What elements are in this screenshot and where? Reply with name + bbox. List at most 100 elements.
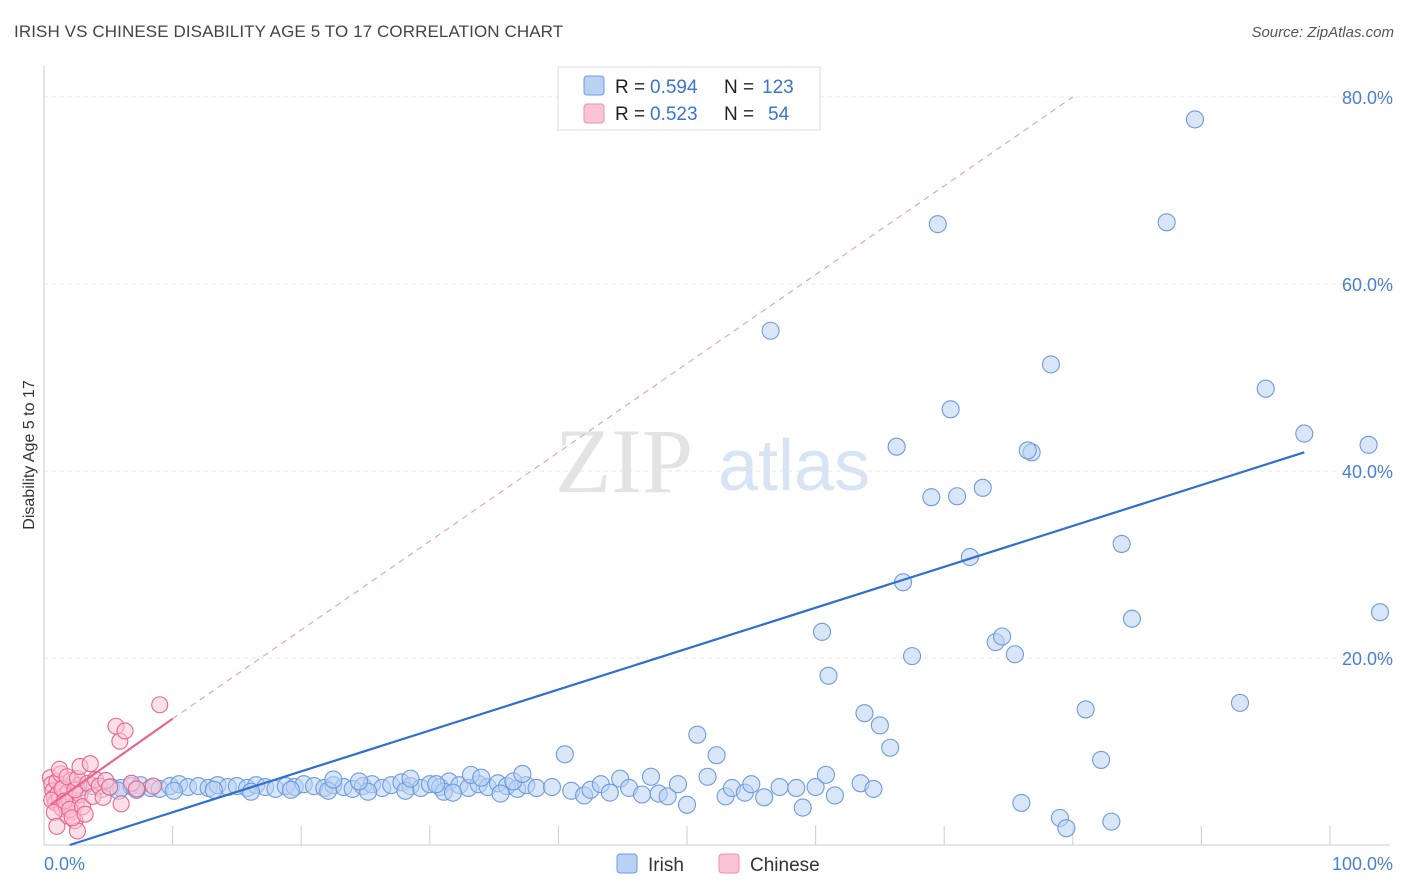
x-tick-label-1: 100.0% xyxy=(1332,854,1393,874)
legend-r-label-irish: R = xyxy=(615,77,650,98)
bottom-legend-label-irish: Irish xyxy=(648,855,684,876)
irish-point-69 xyxy=(513,764,532,783)
irish-point-134 xyxy=(1295,424,1314,443)
irish-point-129 xyxy=(761,321,780,340)
legend-r-label-chinese: R = xyxy=(615,104,650,125)
irish-point-107 xyxy=(902,647,922,666)
irish-point-80 xyxy=(641,767,661,786)
legend-n-value-irish: 123 xyxy=(762,77,794,98)
irish-point-102 xyxy=(819,666,838,685)
bottom-legend-label-chinese: Chinese xyxy=(750,855,820,876)
irish-point-123 xyxy=(1092,750,1111,769)
y-tick-label-0: 20.0% xyxy=(1342,649,1393,669)
bottom-legend-swatch-irish xyxy=(616,853,638,874)
series-legend: Irish Chinese xyxy=(616,853,820,876)
source-credit: Source: ZipAtlas.com xyxy=(1251,24,1394,41)
irish-point-130 xyxy=(1018,441,1037,460)
irish-point-64 xyxy=(443,783,462,802)
chinese-point-52 xyxy=(144,777,162,795)
irish-point-97 xyxy=(816,765,835,784)
irish-point-84 xyxy=(677,795,697,814)
irish-point-108 xyxy=(922,488,941,507)
irish-point-128 xyxy=(1185,110,1205,129)
chinese-point-39 xyxy=(81,755,99,773)
x-tick-label-0: 0.0% xyxy=(44,854,85,874)
irish-point-100 xyxy=(864,779,883,798)
irish-point-98 xyxy=(825,786,844,805)
irish-point-113 xyxy=(973,478,992,497)
irish-point-136 xyxy=(1370,603,1390,622)
y-tick-label-3: 80.0% xyxy=(1342,88,1393,108)
irish-point-94 xyxy=(787,778,806,798)
irish-point-62 xyxy=(401,769,420,788)
trend-line-chinese-extended xyxy=(172,96,1074,720)
irish-point-121 xyxy=(1057,819,1076,838)
irish-point-101 xyxy=(812,622,832,641)
irish-point-93 xyxy=(770,777,789,797)
legend-r-value-chinese: 0.523 xyxy=(650,104,698,125)
irish-point-60 xyxy=(324,770,343,789)
irish-point-132 xyxy=(1230,693,1250,712)
irish-point-86 xyxy=(698,767,717,786)
irish-point-91 xyxy=(742,775,761,794)
irish-point-103 xyxy=(855,704,874,723)
irish-point-87 xyxy=(707,746,726,765)
irish-point-83 xyxy=(668,775,688,794)
grid-lines xyxy=(44,96,1390,845)
irish-point-104 xyxy=(870,716,889,735)
irish-point-63 xyxy=(427,775,446,794)
irish-point-54 xyxy=(241,782,261,801)
chart-title: IRISH VS CHINESE DISABILITY AGE 5 TO 17 … xyxy=(14,22,564,41)
series-chinese xyxy=(41,696,169,840)
irish-point-82 xyxy=(658,787,677,806)
irish-point-126 xyxy=(1122,609,1142,628)
irish-point-109 xyxy=(928,215,947,234)
irish-point-124 xyxy=(1102,812,1121,831)
legend-r-value-irish: 0.594 xyxy=(650,77,698,98)
irish-point-96 xyxy=(806,777,825,797)
trend-lines xyxy=(49,96,1305,847)
irish-point-79 xyxy=(632,785,652,804)
irish-point-66 xyxy=(472,768,491,787)
y-axis-label: Disability Age 5 to 17 xyxy=(21,380,38,530)
irish-point-53 xyxy=(204,780,223,799)
irish-point-67 xyxy=(491,784,510,803)
irish-point-115 xyxy=(993,627,1012,646)
legend-swatch-chinese xyxy=(583,103,605,124)
bottom-legend-swatch-chinese xyxy=(718,853,740,874)
irish-point-119 xyxy=(1041,355,1060,374)
irish-point-127 xyxy=(1157,213,1176,232)
y-tick-label-2: 60.0% xyxy=(1342,275,1393,295)
legend-n-label-chinese: N = xyxy=(724,104,759,125)
irish-point-55 xyxy=(281,780,300,799)
chinese-point-51 xyxy=(128,780,146,798)
legend-swatch-irish xyxy=(583,75,605,96)
trend-line-chinese xyxy=(49,717,174,806)
chinese-point-50 xyxy=(112,795,130,813)
irish-point-95 xyxy=(793,798,812,817)
chinese-point-53 xyxy=(151,696,169,714)
x-tick-labels: 0.0% 100.0% xyxy=(44,854,1393,874)
irish-point-111 xyxy=(948,487,967,506)
irish-point-135 xyxy=(1359,435,1378,454)
irish-point-49 xyxy=(527,778,546,798)
irish-point-52 xyxy=(164,781,183,800)
irish-point-85 xyxy=(688,725,707,744)
chinese-point-45 xyxy=(101,778,119,796)
irish-point-71 xyxy=(555,745,574,764)
y-tick-labels: 20.0% 40.0% 60.0% 80.0% xyxy=(1342,88,1393,669)
irish-point-125 xyxy=(1112,534,1131,553)
irish-point-116 xyxy=(1005,645,1024,664)
chinese-point-48 xyxy=(116,722,134,740)
watermark-atlas: atlas xyxy=(718,426,870,506)
irish-point-70 xyxy=(542,777,562,797)
stats-legend: R = 0.594 N = 123 R = 0.523 N = 54 xyxy=(557,66,821,131)
irish-point-76 xyxy=(600,783,619,802)
axes xyxy=(43,66,1390,846)
irish-point-61 xyxy=(350,772,369,791)
irish-point-122 xyxy=(1076,700,1095,719)
irish-point-105 xyxy=(881,738,900,757)
irish-point-110 xyxy=(941,400,960,419)
legend-n-value-chinese: 54 xyxy=(768,104,790,125)
